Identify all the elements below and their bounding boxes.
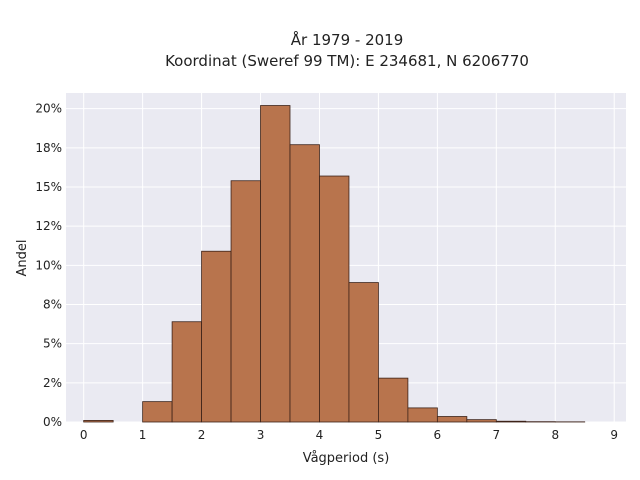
y-tick-label: 20%	[35, 102, 62, 116]
x-tick-label: 2	[198, 428, 206, 442]
chart-title-line-2: Koordinat (Sweref 99 TM): E 234681, N 62…	[165, 52, 529, 70]
x-tick-label: 8	[551, 428, 559, 442]
x-tick-label: 6	[434, 428, 442, 442]
histogram-bar	[260, 105, 291, 423]
histogram-bar	[378, 377, 409, 423]
histogram-bar	[495, 420, 527, 423]
histogram-bar	[466, 419, 497, 423]
histogram-bar	[201, 250, 232, 423]
x-tick-label: 1	[139, 428, 147, 442]
y-tick-label: 5%	[43, 337, 62, 351]
histogram-bar	[171, 321, 202, 423]
histogram-bar	[289, 144, 320, 423]
x-tick-label: 7	[492, 428, 500, 442]
y-tick-label: 2%	[43, 376, 62, 390]
y-tick-label: 8%	[43, 298, 62, 312]
y-axis-ticks: 0% 2% 5% 8% 10% 12% 15% 18% 20%	[35, 102, 62, 429]
histogram-bar	[83, 420, 114, 423]
y-tick-label: 10%	[35, 258, 62, 272]
histogram-bar	[319, 175, 350, 423]
y-tick-label: 18%	[35, 141, 62, 155]
x-axis-ticks: 0 1 2 3 4 5 6 7 8 9	[80, 428, 618, 442]
x-tick-label: 9	[610, 428, 618, 442]
y-tick-label: 15%	[35, 180, 62, 194]
histogram-bar	[436, 416, 468, 423]
x-tick-label: 4	[316, 428, 324, 442]
bars	[83, 105, 586, 423]
y-axis-label: Andel	[15, 240, 30, 277]
histogram-bar	[348, 282, 379, 423]
x-tick-label: 0	[80, 428, 88, 442]
histogram-bar	[230, 180, 261, 423]
y-tick-label: 12%	[35, 219, 62, 233]
x-axis-label: Vågperiod (s)	[303, 451, 390, 466]
histogram-bar	[407, 407, 438, 423]
x-tick-label: 3	[257, 428, 265, 442]
histogram-bar	[142, 401, 173, 423]
chart-title-line-1: År 1979 - 2019	[291, 30, 404, 49]
y-tick-label: 0%	[43, 415, 62, 429]
x-tick-label: 5	[375, 428, 383, 442]
